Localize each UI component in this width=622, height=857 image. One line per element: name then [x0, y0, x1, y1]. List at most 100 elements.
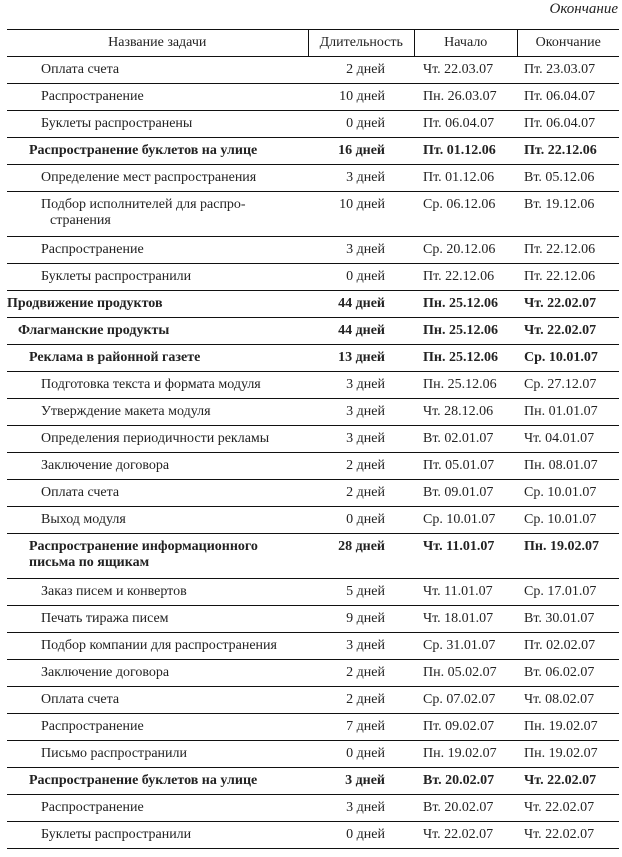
task-end: Ср. 10.01.07 [524, 512, 597, 527]
task-name-text: Распространение буклетов на улице [29, 773, 258, 788]
task-duration: 2 дней [346, 485, 385, 500]
task-name-text: Печать тиража писем [41, 611, 169, 626]
task-start: Чт. 18.01.07 [423, 611, 494, 626]
task-row: Заключение договора 2 дней Пт. 05.01.07 Пн.… [7, 453, 619, 480]
task-name: Заключение договора [7, 453, 309, 474]
task-name: Выход модуля [7, 507, 309, 528]
task-row: Буклеты распространили 0 дней Пт. 22.12.06… [7, 264, 619, 291]
task-end: Пн. 08.01.07 [524, 458, 598, 473]
task-start: Ср. 07.02.07 [423, 692, 496, 707]
task-name: Подготовка текста и формата модуля [7, 372, 309, 393]
task-start: Пн. 25.12.06 [423, 323, 498, 338]
task-name: Распространение [7, 84, 309, 105]
task-end: Пт. 22.12.06 [524, 242, 596, 257]
task-name-text: Определения периодичности рекламы [41, 431, 270, 446]
task-duration: 2 дней [346, 665, 385, 680]
task-start: Чт. 11.01.07 [423, 584, 493, 599]
task-name-text: Распространение [41, 89, 144, 104]
task-duration: 3 дней [345, 773, 385, 788]
task-name: Распространение информационного письма по… [7, 534, 309, 571]
task-name: Письмо распространили [7, 741, 309, 762]
task-duration: 9 дней [346, 611, 385, 626]
task-end: Вт. 06.02.07 [524, 665, 595, 680]
summary-task-row: Распространение буклетов на улице 16 дней… [7, 138, 619, 165]
task-row: Определение мест распространения 3 дней Пт… [7, 165, 619, 192]
task-start: Пт. 09.02.07 [423, 719, 495, 734]
task-duration: 13 дней [338, 350, 385, 365]
task-duration: 3 дней [346, 800, 385, 815]
task-name: Буклеты распространили [7, 822, 309, 843]
summary-task-row: Распространение буклетов на улице 3 дней В… [7, 768, 619, 795]
task-name: Буклеты распространили [7, 264, 309, 285]
task-row: Заказ писем и конвертов 5 дней Чт. 11.01.0… [7, 579, 619, 606]
task-start: Ср. 31.01.07 [423, 638, 496, 653]
task-end: Пн. 19.02.07 [524, 719, 598, 734]
task-duration: 3 дней [346, 638, 385, 653]
task-end: Пт. 06.04.07 [524, 116, 596, 131]
header-end: Окончание [516, 30, 620, 56]
task-name: Печать тиража писем [7, 606, 309, 627]
task-name: Продвижение продуктов [7, 291, 309, 312]
task-name: Подбор исполнителей для распро-странения [7, 192, 309, 229]
task-name-text: Определение мест распространения [41, 170, 257, 185]
task-end: Ср. 10.01.07 [524, 485, 597, 500]
task-row: Подготовка текста и формата модуля 3 дней… [7, 372, 619, 399]
task-name-text: Оплата счета [41, 485, 120, 500]
task-name: Определения периодичности рекламы [7, 426, 309, 447]
task-start: Пн. 26.03.07 [423, 89, 497, 104]
task-table: Название задачи Длительность Начало Окон… [7, 29, 619, 849]
task-start: Ср. 10.01.07 [423, 512, 496, 527]
task-row: Распространение 3 дней Ср. 20.12.06 Пт. 22.… [7, 237, 619, 264]
task-name: Распространение [7, 237, 309, 258]
task-start: Вт. 09.01.07 [423, 485, 494, 500]
task-start: Чт. 22.02.07 [423, 827, 494, 842]
task-row: Распространение 7 дней Пт. 09.02.07 Пн. 19.… [7, 714, 619, 741]
task-end: Пн. 01.01.07 [524, 404, 598, 419]
task-end: Пт. 02.02.07 [524, 638, 596, 653]
task-row: Распространение 3 дней Вт. 20.02.07 Чт. 22.… [7, 795, 619, 822]
task-name-text: Утверждение макета модуля [41, 404, 211, 419]
table-caption: Окончание [549, 1, 618, 17]
task-end: Пн. 19.02.07 [524, 746, 598, 761]
task-name: Буклеты распространены [7, 111, 309, 132]
task-end: Ср. 10.01.07 [524, 350, 598, 365]
task-name: Утверждение макета модуля [7, 399, 309, 420]
task-end: Чт. 22.02.07 [524, 323, 597, 338]
task-row: Заключение договора 2 дней Пн. 05.02.07 Вт.… [7, 660, 619, 687]
task-name-text: Флагманские продукты [18, 323, 170, 338]
task-start: Пт. 01.12.06 [423, 143, 496, 158]
task-end: Чт. 22.02.07 [524, 800, 595, 815]
task-row: Печать тиража писем 9 дней Чт. 18.01.07 Вт.… [7, 606, 619, 633]
task-duration: 16 дней [338, 143, 385, 158]
task-duration: 7 дней [346, 719, 385, 734]
task-name-text: Письмо распространили [41, 746, 188, 761]
task-name-text: Заключение договора [41, 458, 170, 473]
task-name-text: Заказ писем и конвертов [41, 584, 187, 599]
task-duration: 2 дней [346, 458, 385, 473]
table-body: Оплата счета 2 дней Чт. 22.03.07 Пт. 23.03.… [7, 57, 619, 849]
task-duration: 10 дней [339, 89, 385, 104]
task-name-text: Подбор компании для распространения [41, 638, 277, 653]
task-name: Заказ писем и конвертов [7, 579, 309, 600]
task-name-text: Распространение информационного [29, 539, 258, 554]
task-name: Распространение [7, 714, 309, 735]
task-duration: 0 дней [346, 512, 385, 527]
task-duration: 3 дней [346, 431, 385, 446]
task-name-text: Подготовка текста и формата модуля [41, 377, 261, 392]
task-row: Подбор компании для распространения 3 дне… [7, 633, 619, 660]
task-row: Оплата счета 2 дней Вт. 09.01.07 Ср. 10.01.… [7, 480, 619, 507]
task-duration: 0 дней [346, 116, 385, 131]
task-row: Буклеты распространены 0 дней Пт. 06.04.07… [7, 111, 619, 138]
task-name-text: Оплата счета [41, 692, 120, 707]
task-end: Пн. 19.02.07 [524, 539, 599, 554]
task-duration: 44 дней [338, 296, 385, 311]
task-duration: 0 дней [346, 827, 385, 842]
task-name-text: Продвижение продуктов [7, 296, 163, 311]
task-name-text: Буклеты распространены [41, 116, 193, 131]
task-end: Ср. 27.12.07 [524, 377, 597, 392]
task-name-text: Подбор исполнителей для распро- [41, 197, 246, 212]
task-duration: 3 дней [346, 404, 385, 419]
task-end: Пт. 22.12.06 [524, 143, 597, 158]
task-name: Реклама в районной газете [7, 345, 309, 366]
task-start: Пн. 19.02.07 [423, 746, 497, 761]
